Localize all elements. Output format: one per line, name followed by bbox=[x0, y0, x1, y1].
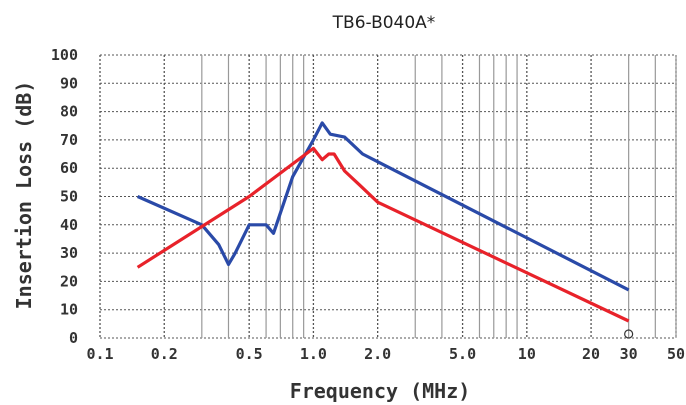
y-tick-label-10: 100 bbox=[51, 46, 78, 64]
x-tick-label-6: 10 bbox=[518, 345, 536, 363]
y-tick-label-7: 70 bbox=[60, 131, 78, 149]
series-layer bbox=[136, 121, 634, 339]
y-tick-label-1: 10 bbox=[60, 301, 78, 319]
y-tick-label-0: 0 bbox=[69, 329, 78, 347]
x-tick-label-5: 5.0 bbox=[449, 345, 476, 363]
x-tick-label-8: 30 bbox=[620, 345, 638, 363]
x-tick-label-3: 1.0 bbox=[300, 345, 327, 363]
y-tick-label-8: 80 bbox=[60, 103, 78, 121]
chart-title: TB6-B040A* bbox=[332, 13, 436, 33]
x-tick-label-9: 50 bbox=[667, 345, 685, 363]
y-tick-label-9: 90 bbox=[60, 74, 78, 92]
y-tick-label-2: 20 bbox=[60, 272, 78, 290]
y-tick-label-3: 30 bbox=[60, 244, 78, 262]
x-tick-label-4: 2.0 bbox=[364, 345, 391, 363]
y-tick-label-5: 50 bbox=[60, 188, 78, 206]
tick-labels: 0 10 20 30 40 50 60 70 80 90 100 0.1 0.2 0.5 1.0 2.0 5.0… bbox=[51, 46, 685, 363]
grid bbox=[99, 54, 677, 339]
x-tick-label-7: 20 bbox=[582, 345, 600, 363]
x-tick-label-0: 0.1 bbox=[86, 345, 113, 363]
x-tick-label-2: 0.5 bbox=[236, 345, 263, 363]
series-line-0 bbox=[136, 121, 630, 292]
x-tick-label-1: 0.2 bbox=[151, 345, 178, 363]
axis-marker bbox=[624, 329, 634, 339]
series-line-1 bbox=[136, 146, 630, 323]
y-axis-label: Insertion Loss (dB) bbox=[12, 81, 36, 310]
x-axis-label: Frequency (MHz) bbox=[290, 379, 471, 403]
y-tick-label-4: 40 bbox=[60, 216, 78, 234]
y-tick-label-6: 60 bbox=[60, 159, 78, 177]
